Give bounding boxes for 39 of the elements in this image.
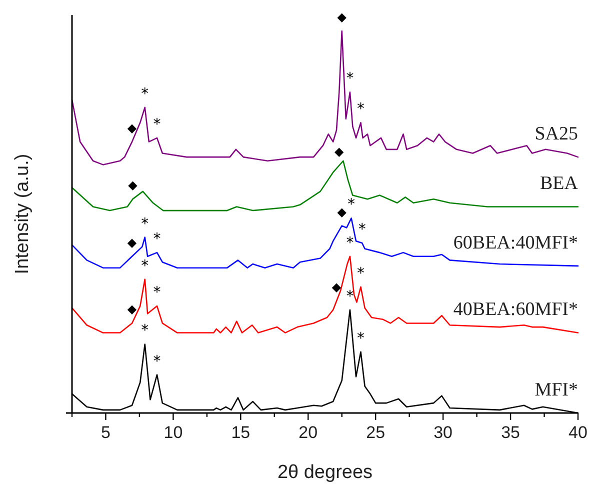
y-axis-title: Intensity (a.u.) xyxy=(12,154,33,274)
annotation: * xyxy=(153,352,162,370)
series-label: 60BEA:40MFI* xyxy=(453,232,578,254)
annotation: * xyxy=(153,283,162,302)
annotation: ◆ xyxy=(332,280,342,294)
annotation: ◆ xyxy=(334,144,345,158)
annotation: ◆ xyxy=(337,204,348,219)
annotation: ◆ xyxy=(127,120,138,135)
annotation: * xyxy=(153,114,162,133)
annotation: * xyxy=(348,195,356,214)
x-tick-label: 25 xyxy=(366,423,386,442)
x-axis-title: 2θ degrees xyxy=(277,462,373,483)
annotation: * xyxy=(346,286,354,305)
annotation: ◆ xyxy=(127,235,138,250)
annotation: ◆ xyxy=(337,10,348,24)
annotation: * xyxy=(141,214,150,232)
annotation: * xyxy=(153,230,162,248)
series-label: 40BEA:60MFI* xyxy=(453,299,578,320)
annotation: * xyxy=(357,264,366,282)
x-tick-label: 15 xyxy=(231,423,250,442)
series-label: BEA xyxy=(540,173,578,194)
x-tick-label: 30 xyxy=(434,423,453,442)
x-tick-label: 35 xyxy=(501,423,520,442)
annotation: ◆ xyxy=(128,178,138,192)
annotation: * xyxy=(141,256,150,274)
annotation: * xyxy=(357,328,366,347)
x-tick-label: 40 xyxy=(568,423,588,442)
annotation: * xyxy=(141,84,150,102)
annotation: * xyxy=(346,233,354,252)
series-label: MFI* xyxy=(534,379,578,400)
x-tick-label: 5 xyxy=(101,423,110,442)
series-label: SA25 xyxy=(534,123,578,144)
annotation: * xyxy=(358,220,366,238)
annotation: ◆ xyxy=(127,302,138,316)
x-tick-label: 20 xyxy=(298,423,318,442)
annotation: * xyxy=(357,100,366,118)
x-tick-label: 10 xyxy=(164,423,183,442)
annotation: * xyxy=(346,69,354,88)
annotation: * xyxy=(141,321,150,340)
